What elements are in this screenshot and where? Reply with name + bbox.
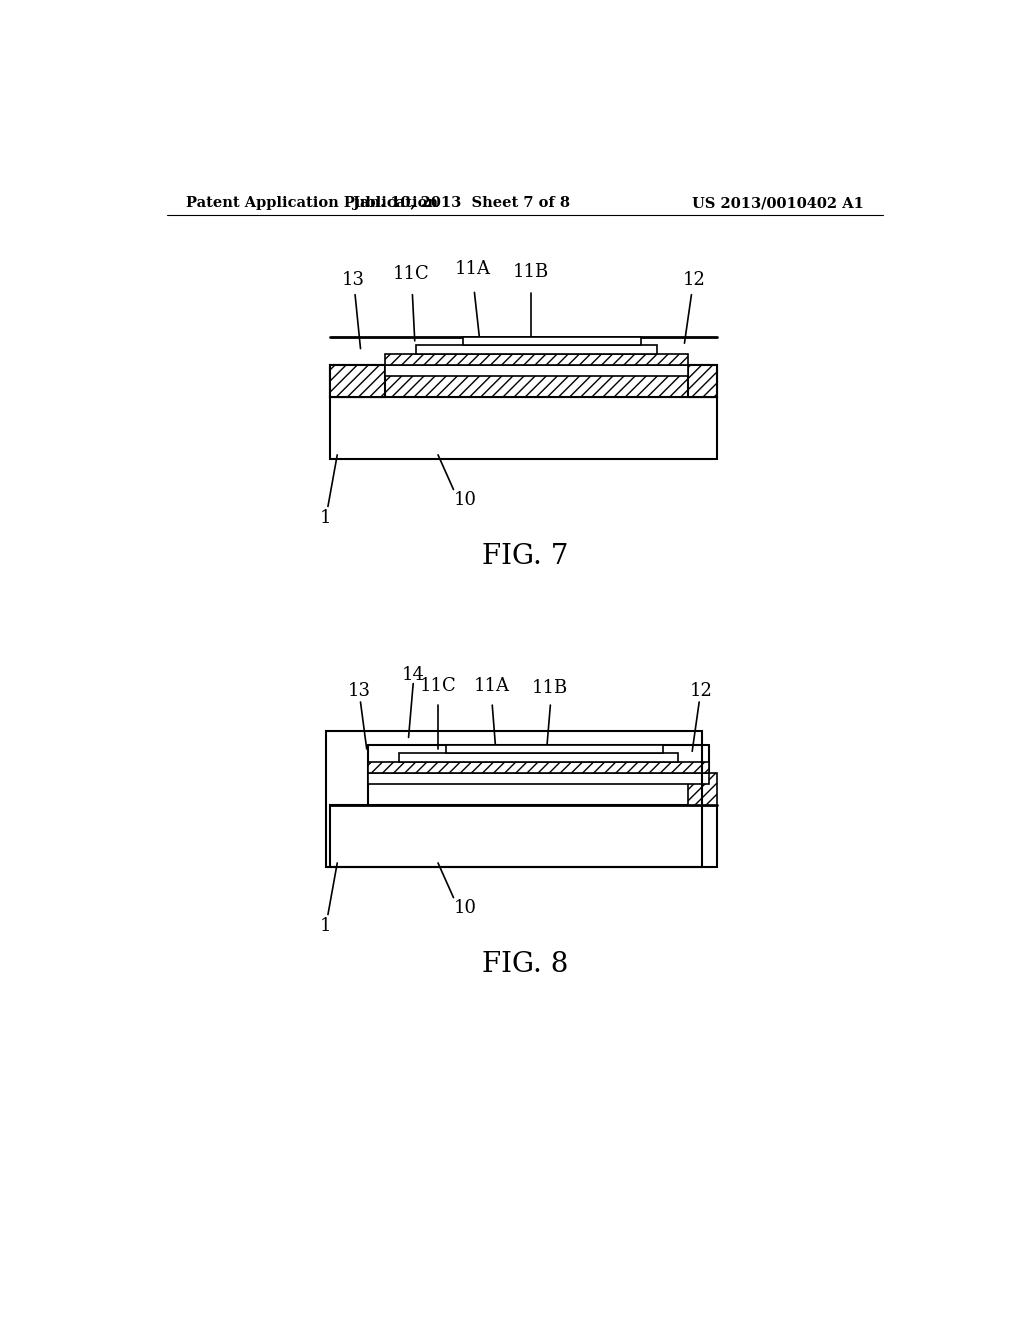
Bar xyxy=(326,731,701,867)
Bar xyxy=(687,364,717,397)
Text: 12: 12 xyxy=(690,682,713,701)
Bar xyxy=(385,364,687,376)
Bar xyxy=(463,337,641,345)
Text: 1: 1 xyxy=(319,508,332,527)
Text: 11C: 11C xyxy=(420,677,457,696)
Text: 11B: 11B xyxy=(513,263,549,281)
Text: 14: 14 xyxy=(401,665,425,684)
Text: 11B: 11B xyxy=(532,680,568,697)
Text: Patent Application Publication: Patent Application Publication xyxy=(186,197,438,210)
Text: 11C: 11C xyxy=(392,265,429,284)
Text: 1: 1 xyxy=(319,917,332,935)
Bar xyxy=(330,364,385,397)
Text: FIG. 8: FIG. 8 xyxy=(481,952,568,978)
Bar xyxy=(369,774,710,784)
Bar xyxy=(385,354,687,364)
Bar xyxy=(330,805,717,867)
Text: FIG. 7: FIG. 7 xyxy=(481,544,568,570)
Text: US 2013/0010402 A1: US 2013/0010402 A1 xyxy=(692,197,864,210)
Bar xyxy=(369,762,710,774)
Bar xyxy=(330,397,717,459)
Text: 13: 13 xyxy=(341,271,365,289)
Text: 11A: 11A xyxy=(455,260,490,277)
Text: 10: 10 xyxy=(454,491,476,510)
Bar xyxy=(330,364,717,397)
Text: 13: 13 xyxy=(347,682,371,701)
Text: Jan. 10, 2013  Sheet 7 of 8: Jan. 10, 2013 Sheet 7 of 8 xyxy=(352,197,569,210)
Text: 10: 10 xyxy=(454,899,476,917)
Bar xyxy=(687,774,717,805)
Bar xyxy=(445,744,663,752)
Bar xyxy=(399,752,678,762)
Bar xyxy=(417,345,656,354)
Text: 12: 12 xyxy=(682,271,706,289)
Text: 11A: 11A xyxy=(474,677,510,696)
